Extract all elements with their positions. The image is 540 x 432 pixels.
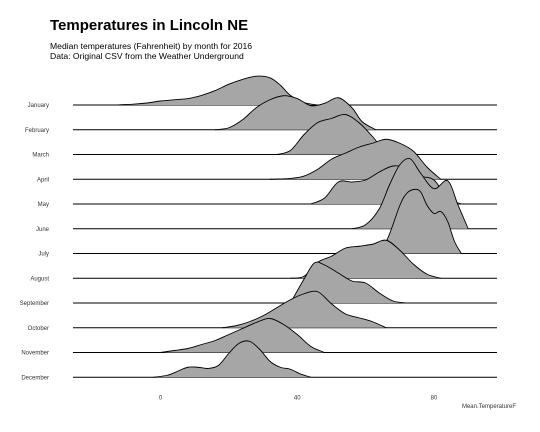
- ridge-april: [73, 138, 497, 180]
- density-line-june: [351, 157, 469, 230]
- density-line-july: [372, 188, 462, 254]
- x-tick-label-0: 0: [159, 395, 163, 401]
- density-area-july: [372, 189, 462, 254]
- x-tick-label-40: 40: [294, 395, 301, 401]
- y-label-may: May: [38, 202, 49, 208]
- density-line-december: [153, 340, 312, 378]
- density-line-may: [310, 165, 462, 205]
- ridge-july: [73, 188, 497, 254]
- y-label-november: November: [21, 351, 49, 357]
- density-area-december: [153, 340, 311, 378]
- y-label-december: December: [21, 375, 49, 381]
- y-label-august: August: [30, 276, 49, 282]
- ridge-february: [73, 95, 497, 131]
- ridge-october: [73, 290, 497, 329]
- chart-subtitle: Median temperatures (Fahrenheit) by mont…: [50, 41, 253, 51]
- density-area-october: [222, 291, 387, 328]
- density-area-november: [160, 318, 325, 353]
- x-axis-title: Mean.TemperatureF: [462, 404, 516, 410]
- y-label-october: October: [28, 326, 49, 332]
- y-label-june: June: [36, 227, 50, 233]
- ridge-december: [73, 340, 497, 378]
- chart-source-note: Data: Original CSV from the Weather Unde…: [50, 51, 244, 61]
- density-line-january: [116, 75, 318, 106]
- density-area-january: [116, 76, 318, 105]
- density-line-november: [160, 318, 325, 353]
- ridges-group: [73, 75, 497, 378]
- ridge-november: [73, 318, 497, 353]
- density-line-september: [290, 261, 407, 304]
- y-axis-labels: January February March April May June July Augu…: [20, 103, 50, 381]
- density-area-march: [276, 114, 393, 155]
- density-line-october: [221, 290, 387, 329]
- y-label-september: September: [20, 301, 49, 307]
- y-label-april: April: [37, 177, 49, 183]
- x-axis-labels: 0 40 80: [159, 395, 438, 401]
- density-line-february: [215, 95, 377, 131]
- y-label-january: January: [28, 103, 49, 109]
- ridge-september: [73, 261, 497, 304]
- x-tick-label-80: 80: [431, 395, 438, 401]
- y-label-march: March: [32, 153, 49, 159]
- y-label-february: February: [25, 128, 49, 134]
- density-line-april: [269, 138, 442, 180]
- y-label-july: July: [38, 252, 49, 258]
- chart-title: Temperatures in Lincoln NE: [50, 17, 249, 34]
